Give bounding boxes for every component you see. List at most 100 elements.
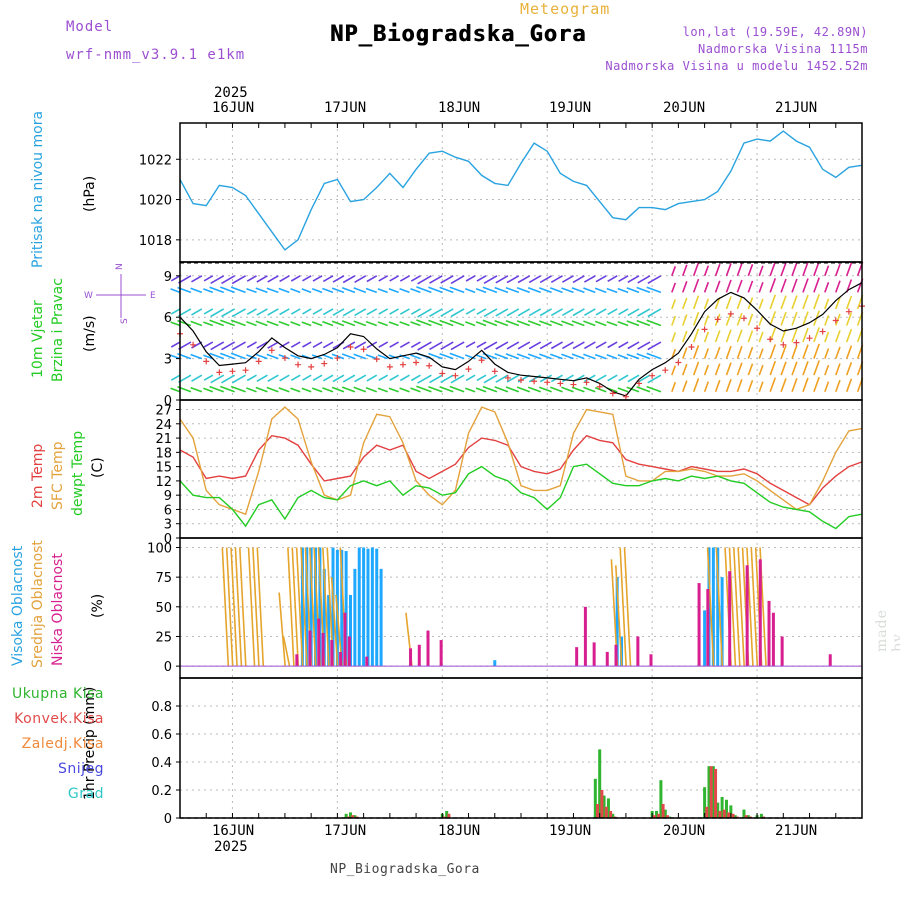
wind-arrow [758, 315, 764, 326]
footer-station: NP_Biogradska_Gora [330, 862, 480, 877]
cloud-bar [339, 547, 348, 667]
wind-arrow [617, 320, 629, 327]
wind-arrow [221, 374, 236, 384]
cloud-bar [746, 547, 754, 667]
precip-bar [724, 799, 728, 818]
wind-arrow [279, 374, 290, 382]
wind-arrow [572, 374, 585, 383]
y-tick-label: 0 [164, 394, 172, 409]
wind-arrow [682, 264, 688, 277]
wind-arrow [769, 311, 777, 326]
wind-arrow [366, 308, 378, 316]
precip-bar [443, 816, 447, 818]
precip-bar [729, 805, 733, 818]
wind-arrow [366, 374, 378, 382]
wind-arrow [725, 329, 732, 343]
wind-arrow [365, 353, 378, 360]
wind-arrow [791, 378, 798, 392]
cloud-bar [575, 647, 579, 667]
wind-arrow [246, 341, 257, 349]
wind-arrow [594, 320, 607, 327]
wind-arrow [636, 353, 651, 360]
wind-arrow [528, 275, 542, 284]
wind-arrow [465, 374, 476, 382]
wind-arrow [203, 275, 214, 282]
wind-arrow [506, 341, 520, 350]
wind-arrow [341, 386, 356, 393]
wind-arrow [692, 278, 700, 293]
wind-arrow [527, 320, 541, 327]
meteogram-label: Meteogram [520, 0, 611, 18]
wind-arrow [583, 341, 596, 350]
date-bottom-21jun: 21JUN [775, 823, 818, 839]
wind-gust-marker [321, 360, 328, 367]
wind-arrow [210, 374, 225, 384]
wind-arrow [595, 341, 607, 349]
cloud-bar [308, 630, 312, 667]
wind-arrow [505, 286, 520, 294]
wind-arrow [279, 308, 290, 316]
wind-arrow [835, 263, 841, 277]
precip-bar [742, 809, 746, 818]
wind-arrow [813, 310, 820, 326]
wind-arrow [495, 308, 509, 317]
wind-arrow [583, 353, 596, 360]
wind-arrow [475, 354, 487, 360]
wind-arrow [476, 308, 487, 315]
wind-gust-marker [347, 344, 354, 351]
wind-arrow [311, 321, 323, 327]
cloud-bar [330, 640, 334, 667]
wind-gust-marker [281, 355, 288, 362]
wind-arrow [824, 381, 830, 392]
cloud-bar [234, 547, 243, 667]
wind-arrow [627, 341, 640, 350]
wind-arrow [331, 320, 345, 327]
wind-arrow [747, 280, 754, 293]
wind-arrow [505, 353, 520, 360]
wind-gust-marker [255, 358, 262, 365]
date-bottom-19jun: 19JUN [549, 823, 592, 839]
wind-arrow [246, 308, 257, 315]
wind-arrow [221, 308, 236, 318]
wind-arrow [703, 298, 710, 310]
y-tick-label: 0.4 [151, 756, 172, 771]
precip-bar [600, 790, 604, 818]
wind-arrow [210, 341, 225, 351]
wind-arrow [791, 278, 798, 293]
panel-frame [179, 399, 863, 539]
legend-freezing-rain: Zaledj.Kisa [21, 736, 104, 752]
cloud-bar [771, 612, 775, 667]
wind-arrow [266, 386, 279, 393]
wind-arrow [780, 262, 787, 277]
cloud-bar [344, 551, 348, 667]
wind-arrow [365, 387, 378, 393]
wind-arrow [539, 308, 553, 317]
wind-arrow [539, 386, 552, 393]
wind-arrow [516, 386, 531, 393]
wind-arrow [517, 374, 531, 383]
wind-arrow [246, 354, 257, 360]
wind-arrow [747, 313, 754, 326]
wind-arrow [231, 341, 246, 351]
wind-arrow [703, 265, 710, 277]
wind-arrow [550, 320, 563, 327]
wind-arrow [410, 374, 421, 382]
wind-arrow [626, 320, 640, 327]
wind-arrow [428, 286, 443, 294]
wind-arrow [626, 386, 640, 393]
precip-bar [703, 787, 707, 818]
wind-arrow [747, 264, 754, 277]
wind-arrow [170, 374, 181, 381]
wind-arrow [636, 319, 651, 327]
date-bottom-17jun: 17JUN [324, 823, 367, 839]
cloud-bar [343, 612, 347, 667]
wind-arrow [692, 378, 700, 392]
cloud-bar [711, 547, 715, 667]
wind-arrow [595, 374, 607, 382]
wind-arrow [594, 287, 607, 294]
cloud-bar [322, 568, 326, 667]
wind-arrow [802, 377, 809, 392]
cloud-bar [697, 583, 701, 667]
y-tick-label: 0 [164, 812, 172, 827]
wind-arrow [399, 287, 410, 294]
